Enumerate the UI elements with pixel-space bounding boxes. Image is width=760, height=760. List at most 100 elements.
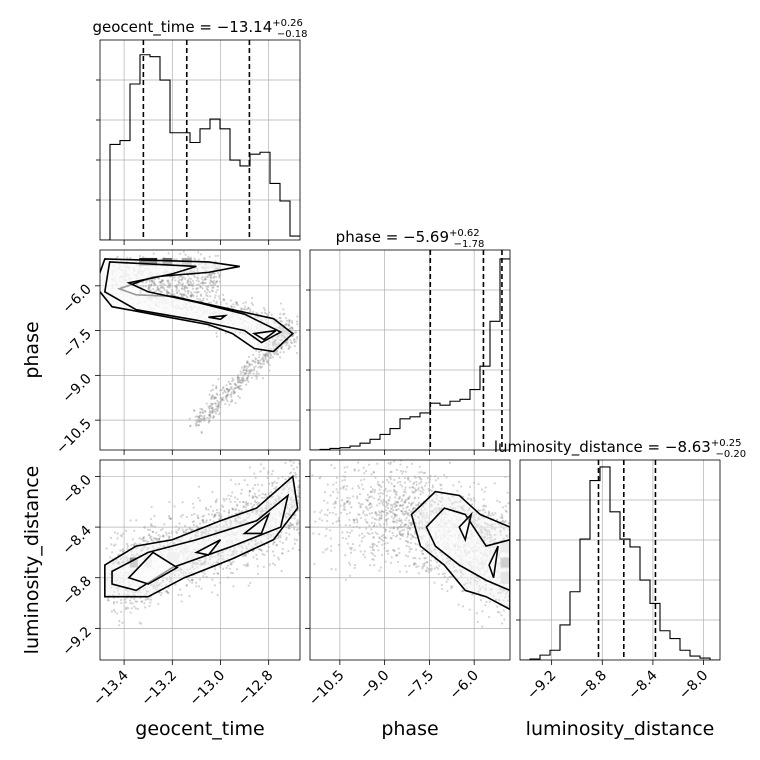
scatter-point — [253, 366, 256, 369]
scatter-point — [332, 502, 335, 505]
scatter-point — [348, 518, 351, 521]
scatter-point — [189, 425, 192, 428]
scatter-point — [420, 470, 423, 474]
scatter-point — [214, 499, 218, 502]
scatter-point — [298, 548, 300, 552]
scatter-point — [232, 378, 235, 381]
scatter-point — [208, 413, 211, 417]
scatter-point — [311, 474, 314, 477]
scatter-point — [333, 506, 336, 509]
scatter-point — [147, 287, 150, 290]
scatter-point — [456, 489, 459, 493]
scatter-point — [288, 319, 291, 322]
scatter-point — [203, 276, 207, 279]
scatter-point — [275, 544, 278, 547]
scatter-point — [418, 471, 421, 474]
scatter-point — [146, 597, 149, 600]
scatter-point — [235, 303, 238, 306]
scatter-point — [257, 359, 260, 363]
scatter-point — [237, 376, 240, 379]
scatter-point — [113, 531, 116, 534]
scatter-point — [263, 308, 266, 312]
scatter-point — [440, 584, 443, 587]
scatter-point — [254, 361, 257, 364]
scatter-point — [399, 483, 402, 486]
scatter-point — [395, 508, 398, 511]
scatter-point — [262, 359, 265, 362]
scatter-point — [393, 460, 396, 463]
scatter-point — [196, 415, 199, 418]
scatter-point — [210, 404, 213, 408]
scatter-point — [353, 566, 356, 570]
scatter-point — [194, 422, 197, 425]
scatter-point — [230, 387, 233, 391]
scatter-point — [292, 467, 295, 471]
scatter-point — [222, 299, 226, 302]
scatter-point — [217, 295, 220, 298]
scatter-point — [203, 281, 206, 284]
scatter-point — [185, 515, 189, 519]
scatter-point — [232, 303, 235, 306]
scatter-point — [215, 407, 218, 410]
scatter-point — [287, 344, 291, 347]
scatter-point — [342, 486, 345, 489]
scatter-point — [466, 497, 470, 500]
scatter-point — [145, 281, 148, 284]
scatter-point — [279, 534, 282, 537]
scatter-point — [362, 511, 365, 515]
scatter-point — [378, 488, 381, 491]
scatter-point — [247, 564, 250, 567]
scatter-point — [419, 490, 422, 493]
scatter-point — [192, 523, 196, 527]
scatter-point — [346, 531, 349, 534]
scatter-point — [183, 524, 187, 528]
scatter-point — [319, 511, 322, 514]
scatter-point — [399, 480, 402, 483]
scatter-point — [388, 509, 391, 513]
scatter-point — [197, 283, 200, 286]
scatter-point — [203, 572, 206, 575]
scatter-point — [126, 256, 129, 259]
scatter-point — [423, 562, 426, 565]
scatter-point — [385, 478, 389, 482]
scatter-point — [178, 282, 181, 285]
scatter-point — [391, 506, 394, 509]
scatter-point — [198, 522, 202, 525]
scatter-point — [259, 366, 263, 369]
scatter-point — [412, 481, 416, 484]
scatter-point — [229, 478, 233, 482]
scatter-point — [385, 494, 388, 497]
scatter-point — [386, 517, 389, 520]
scatter-point — [200, 430, 203, 433]
scatter-point — [266, 352, 269, 355]
scatter-point — [430, 489, 433, 492]
scatter-point — [479, 598, 483, 602]
scatter-point — [138, 537, 141, 540]
scatter-point — [210, 276, 213, 279]
scatter-point — [153, 277, 157, 281]
scatter-point — [162, 282, 165, 285]
scatter-point — [217, 405, 220, 409]
scatter-point — [294, 473, 298, 476]
scatter-point — [378, 484, 381, 487]
scatter-point — [225, 384, 228, 387]
scatter-point — [236, 377, 240, 380]
scatter-point — [228, 560, 231, 563]
scatter-point — [425, 482, 428, 485]
scatter-point — [214, 513, 217, 516]
scatter-point — [208, 406, 211, 409]
scatter-point — [389, 561, 393, 564]
scatter-point — [401, 472, 404, 475]
scatter-point — [253, 472, 256, 475]
scatter-point — [253, 492, 256, 496]
scatter-point — [210, 407, 213, 410]
scatter-point — [346, 465, 349, 469]
scatter-point — [393, 505, 397, 508]
scatter-point — [399, 533, 402, 536]
scatter-point — [209, 411, 212, 414]
scatter-point — [421, 565, 424, 568]
scatter-point — [398, 504, 402, 507]
scatter-point — [502, 609, 505, 612]
scatter-point — [279, 536, 282, 539]
scatter-point — [231, 491, 234, 494]
